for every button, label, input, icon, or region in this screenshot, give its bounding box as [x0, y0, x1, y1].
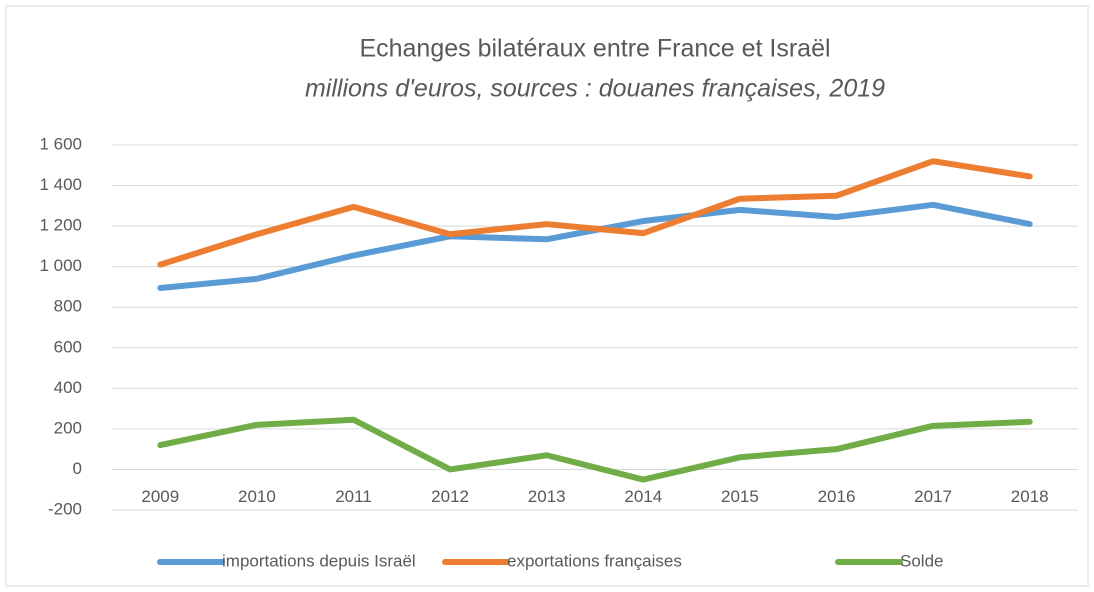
x-tick-label: 2017	[914, 487, 952, 506]
legend-label: exportations françaises	[507, 551, 682, 570]
y-tick-label: 1 600	[39, 134, 82, 153]
y-tick-label: 0	[73, 459, 82, 478]
y-tick-label: 1 400	[39, 175, 82, 194]
x-tick-label: 2013	[528, 487, 566, 506]
y-tick-label: 1 200	[39, 216, 82, 235]
x-tick-label: 2012	[431, 487, 469, 506]
y-tick-label: 600	[54, 337, 82, 356]
y-tick-label: 200	[54, 418, 82, 437]
x-tick-label: 2009	[141, 487, 179, 506]
x-tick-label: 2011	[335, 487, 372, 506]
chart-subtitle: millions d'euros, sources : douanes fran…	[305, 75, 885, 103]
chart-title: Echanges bilatéraux entre France et Isra…	[359, 35, 830, 63]
legend-label: importations depuis Israël	[222, 551, 416, 570]
series-line	[157, 416, 1033, 483]
x-tick-label: 2015	[721, 487, 759, 506]
y-tick-label: 400	[54, 378, 82, 397]
chart-frame	[5, 5, 1089, 587]
y-tick-label: 800	[54, 297, 82, 316]
series-line	[157, 158, 1033, 268]
legend-label: Solde	[900, 551, 943, 570]
y-tick-label: -200	[48, 499, 82, 518]
x-tick-label: 2014	[624, 487, 662, 506]
x-tick-label: 2018	[1011, 487, 1049, 506]
x-tick-label: 2010	[238, 487, 276, 506]
x-tick-label: 2016	[818, 487, 856, 506]
y-tick-label: 1 000	[39, 256, 82, 275]
